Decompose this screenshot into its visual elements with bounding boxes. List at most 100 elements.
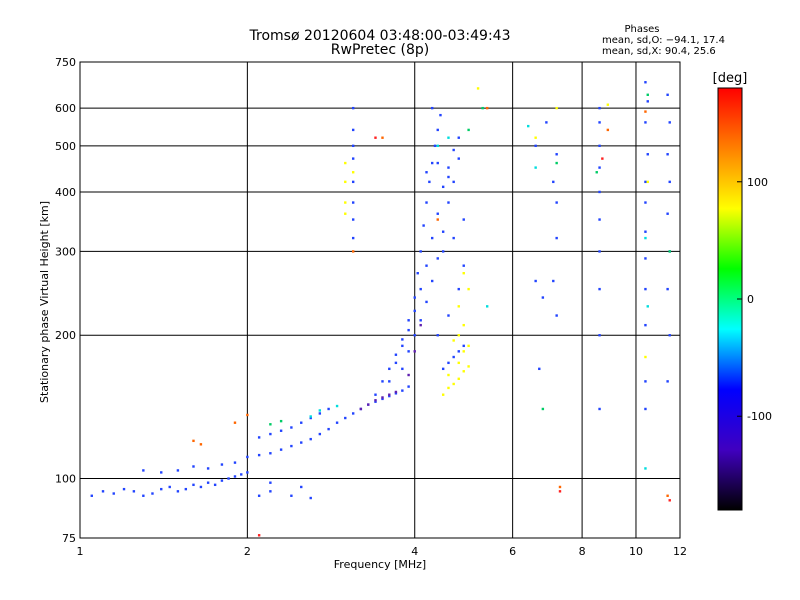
data-point	[447, 373, 450, 377]
data-point	[646, 100, 649, 103]
data-point	[419, 250, 422, 253]
data-point	[101, 490, 105, 493]
data-point	[646, 180, 649, 184]
data-point	[344, 416, 347, 420]
data-point	[416, 272, 419, 275]
data-point	[447, 175, 450, 179]
data-point	[269, 432, 272, 436]
data-point	[436, 257, 439, 260]
plot-frame	[79, 61, 681, 539]
data-point	[452, 339, 455, 342]
data-point	[419, 287, 422, 291]
data-point	[452, 236, 455, 240]
data-point	[257, 453, 261, 457]
data-point	[452, 148, 455, 152]
data-point	[184, 487, 188, 491]
data-point	[335, 421, 339, 424]
data-point	[538, 367, 541, 371]
data-point	[279, 448, 283, 451]
data-point	[233, 421, 237, 424]
data-point	[407, 385, 410, 388]
data-point	[447, 386, 450, 390]
data-point	[534, 136, 537, 139]
data-point	[381, 397, 384, 401]
data-point	[666, 212, 669, 215]
data-point	[269, 481, 272, 484]
data-point	[467, 287, 470, 291]
data-point	[367, 403, 370, 406]
data-point	[425, 201, 428, 204]
data-point	[192, 465, 195, 468]
data-point	[388, 394, 391, 398]
data-point	[344, 161, 347, 165]
data-point	[462, 370, 465, 373]
data-point	[666, 494, 669, 497]
data-point	[401, 344, 404, 348]
data-point	[318, 412, 322, 415]
data-point	[327, 427, 330, 431]
data-point	[381, 136, 384, 139]
data-point	[555, 236, 558, 240]
data-point	[606, 103, 610, 106]
data-point	[534, 279, 537, 283]
y-tick-label: 400	[55, 186, 76, 199]
x-tick-label: 1	[77, 545, 84, 558]
data-point	[351, 201, 355, 204]
data-point	[457, 305, 460, 308]
data-point	[644, 257, 647, 260]
chart-title: Tromsø 20120604 03:48:00-03:49:43	[249, 28, 511, 44]
data-point	[485, 106, 489, 110]
data-point	[644, 110, 647, 113]
data-point	[112, 492, 115, 495]
data-point	[666, 380, 669, 383]
data-point	[388, 380, 391, 383]
colorbar-tick-label: 100	[747, 176, 768, 189]
data-point	[290, 494, 293, 497]
data-point	[598, 287, 601, 291]
data-point	[644, 180, 647, 184]
data-point	[246, 455, 249, 459]
data-point	[220, 463, 224, 466]
x-tick-label: 4	[411, 545, 418, 558]
data-point	[441, 185, 445, 189]
data-point	[441, 230, 445, 233]
data-point	[555, 201, 558, 204]
plot-border	[79, 61, 681, 539]
data-point	[257, 436, 261, 439]
data-point	[606, 128, 610, 132]
data-point	[644, 287, 647, 291]
data-point	[430, 279, 434, 283]
data-point	[318, 432, 322, 436]
data-point	[419, 319, 422, 322]
data-point	[309, 415, 312, 418]
data-point	[439, 113, 442, 117]
data-point	[351, 128, 355, 132]
data-point	[595, 171, 598, 174]
data-point	[457, 334, 460, 337]
data-point	[160, 487, 163, 491]
data-point	[476, 87, 480, 90]
data-point	[425, 264, 428, 267]
data-point	[351, 171, 355, 174]
data-point	[309, 416, 312, 420]
data-points	[90, 81, 671, 537]
x-tick-label: 2	[244, 545, 251, 558]
data-point	[462, 272, 465, 275]
data-point	[441, 250, 445, 253]
data-point	[290, 444, 293, 448]
data-point	[668, 180, 671, 184]
x-tick-labels: 1 2 4 6 8 10 12	[77, 545, 688, 558]
grid-lines	[80, 62, 680, 538]
stats-line-x: mean, sd,X: 90.4, 25.6	[602, 46, 716, 57]
data-point	[206, 481, 210, 484]
data-point	[344, 212, 347, 215]
data-point	[646, 93, 649, 96]
data-point	[279, 429, 283, 432]
data-point	[192, 483, 195, 487]
data-point	[462, 344, 465, 348]
data-point	[666, 287, 669, 291]
x-tick-label: 10	[629, 545, 643, 558]
data-point	[447, 314, 450, 317]
data-point	[447, 201, 450, 204]
data-point	[644, 467, 647, 470]
